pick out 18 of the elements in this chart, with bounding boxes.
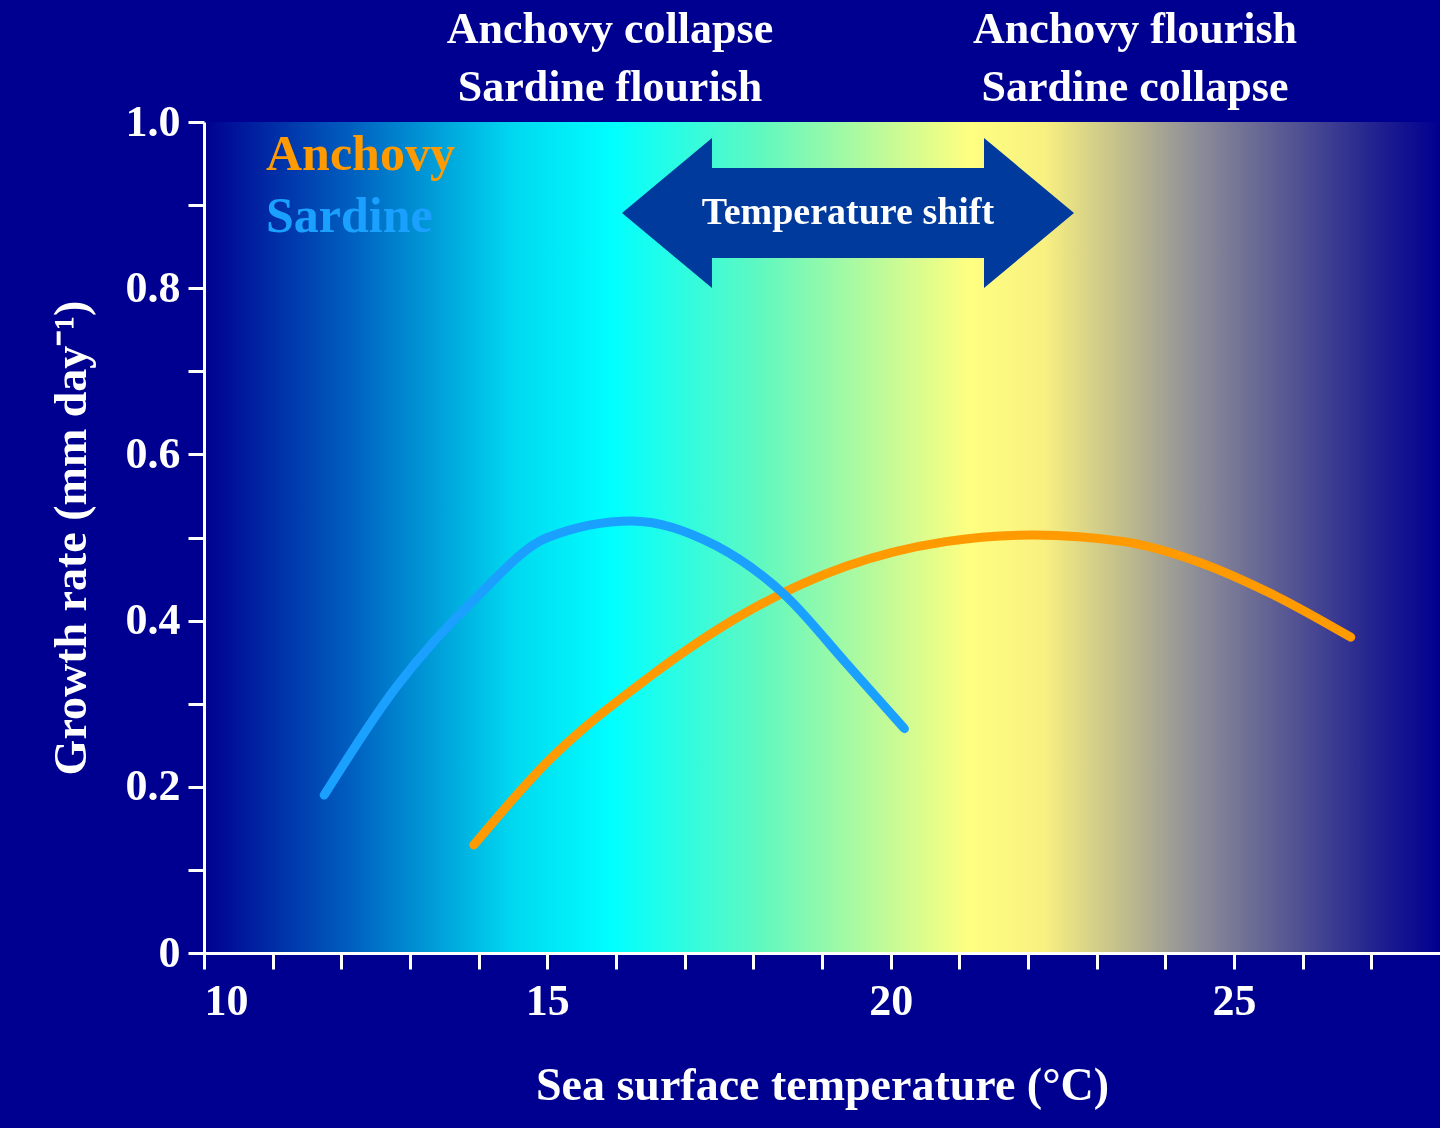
x-tick-label: 20 bbox=[869, 975, 914, 1025]
y-tick-label: 0.2 bbox=[125, 761, 181, 811]
y-axis-title: Growth rate (mm day⁻¹) bbox=[44, 300, 96, 776]
x-axis-title: Sea surface temperature (°C) bbox=[535, 1058, 1110, 1110]
y-tick-label: 0 bbox=[158, 927, 181, 977]
x-tick-label: 10 bbox=[204, 975, 249, 1025]
text: Sardine flourish bbox=[457, 62, 763, 111]
annotation: Temperature shift bbox=[701, 190, 995, 232]
x-tick-label: 25 bbox=[1212, 975, 1257, 1025]
y-tick-label: 1.0 bbox=[125, 96, 181, 146]
y-tick-label: 0.4 bbox=[125, 595, 181, 645]
text: Anchovy flourish bbox=[973, 4, 1297, 53]
y-tick-label: 0.6 bbox=[125, 428, 181, 478]
y-tick-label: 0.8 bbox=[125, 262, 181, 312]
text: Sardine collapse bbox=[981, 62, 1289, 111]
text: Anchovy collapse bbox=[446, 4, 774, 53]
x-tick-label: 15 bbox=[525, 975, 570, 1025]
text: Anchovy bbox=[266, 125, 455, 181]
